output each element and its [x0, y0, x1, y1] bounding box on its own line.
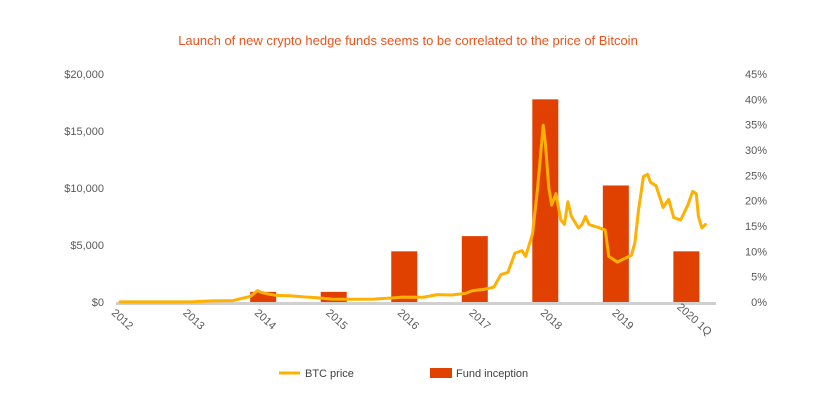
- x-tick-label: 2013: [180, 307, 206, 332]
- legend-fund-label: Fund inception: [456, 368, 528, 380]
- x-tick-label: 2012: [109, 307, 135, 332]
- chart-title: Launch of new crypto hedge funds seems t…: [178, 33, 638, 48]
- x-tick-label: 2017: [466, 307, 492, 332]
- right-tick-label: 15%: [745, 221, 767, 233]
- left-tick-label: $5,000: [70, 240, 104, 252]
- right-tick-label: 20%: [745, 196, 767, 208]
- x-tick-label: 2015: [323, 307, 349, 332]
- x-tick-label: 2016: [395, 307, 421, 332]
- legend: BTC price Fund inception: [279, 368, 528, 380]
- right-tick-label: 35%: [745, 120, 767, 132]
- left-axis-ticks: $20,000 $15,000 $10,000 $5,000 $0: [64, 69, 104, 309]
- legend-btc-label: BTC price: [305, 368, 354, 380]
- right-tick-label: 30%: [745, 145, 767, 157]
- right-tick-label: 45%: [745, 69, 767, 81]
- x-tick-label: 2018: [538, 307, 564, 332]
- x-tick-label: 2014: [252, 307, 278, 332]
- right-tick-label: 25%: [745, 170, 767, 182]
- left-tick-label: $20,000: [64, 69, 104, 81]
- fund-inception-bar: [320, 291, 347, 302]
- x-tick-label: 2019: [609, 307, 635, 332]
- x-tick-label: 2020 1Q: [674, 301, 714, 338]
- right-tick-label: 0%: [751, 297, 767, 309]
- left-tick-label: $15,000: [64, 126, 104, 138]
- fund-inception-bars: [250, 99, 700, 302]
- btc-price-line-group: [118, 123, 707, 304]
- left-tick-label: $10,000: [64, 183, 104, 195]
- right-tick-label: 5%: [751, 272, 767, 284]
- right-axis-ticks: 45% 40% 35% 30% 25% 20% 15% 10% 5% 0%: [745, 69, 767, 309]
- btc-price-line: [118, 123, 707, 304]
- legend-fund-swatch: [430, 368, 452, 378]
- x-axis-ticks: 2012 2013 2014 2015 2016 2017 2018 2019 2020 1Q: [109, 301, 714, 338]
- fund-inception-bar: [391, 251, 418, 302]
- left-tick-label: $0: [92, 297, 104, 309]
- fund-inception-bar: [250, 291, 277, 302]
- right-tick-label: 40%: [745, 94, 767, 106]
- right-tick-label: 10%: [745, 246, 767, 258]
- fund-inception-bar: [673, 251, 700, 302]
